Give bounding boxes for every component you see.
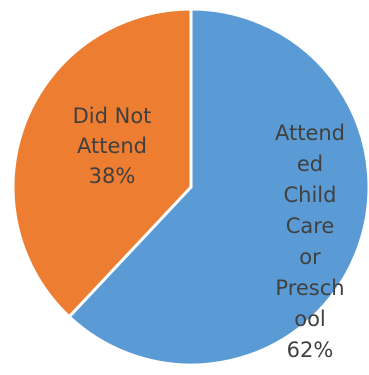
slice-label-0-line-6: ool [294,307,326,331]
slice-label-0-line-3: Care [286,214,335,238]
slice-label-0-line-5: Presch [275,276,344,300]
pie-slice-0 [67,7,369,367]
slice-label-0-line-1: ed [297,152,323,176]
slice-label-1-line-2: 38% [89,164,136,188]
slice-label-1: Did Not Attend 38% [73,104,152,188]
slice-label-0-line-4: or [299,245,321,269]
slice-label-0-line-0: Attend [275,121,345,145]
slice-label-0-line-2: Child [284,183,337,207]
slice-label-0: Attend ed Child Care or Presch ool 62% [275,121,345,362]
slice-label-1-line-0: Did Not [73,104,152,128]
slice-label-1-line-1: Attend [77,134,147,158]
pie-slice-1 [11,7,193,319]
slice-label-0-line-7: 62% [287,338,334,362]
